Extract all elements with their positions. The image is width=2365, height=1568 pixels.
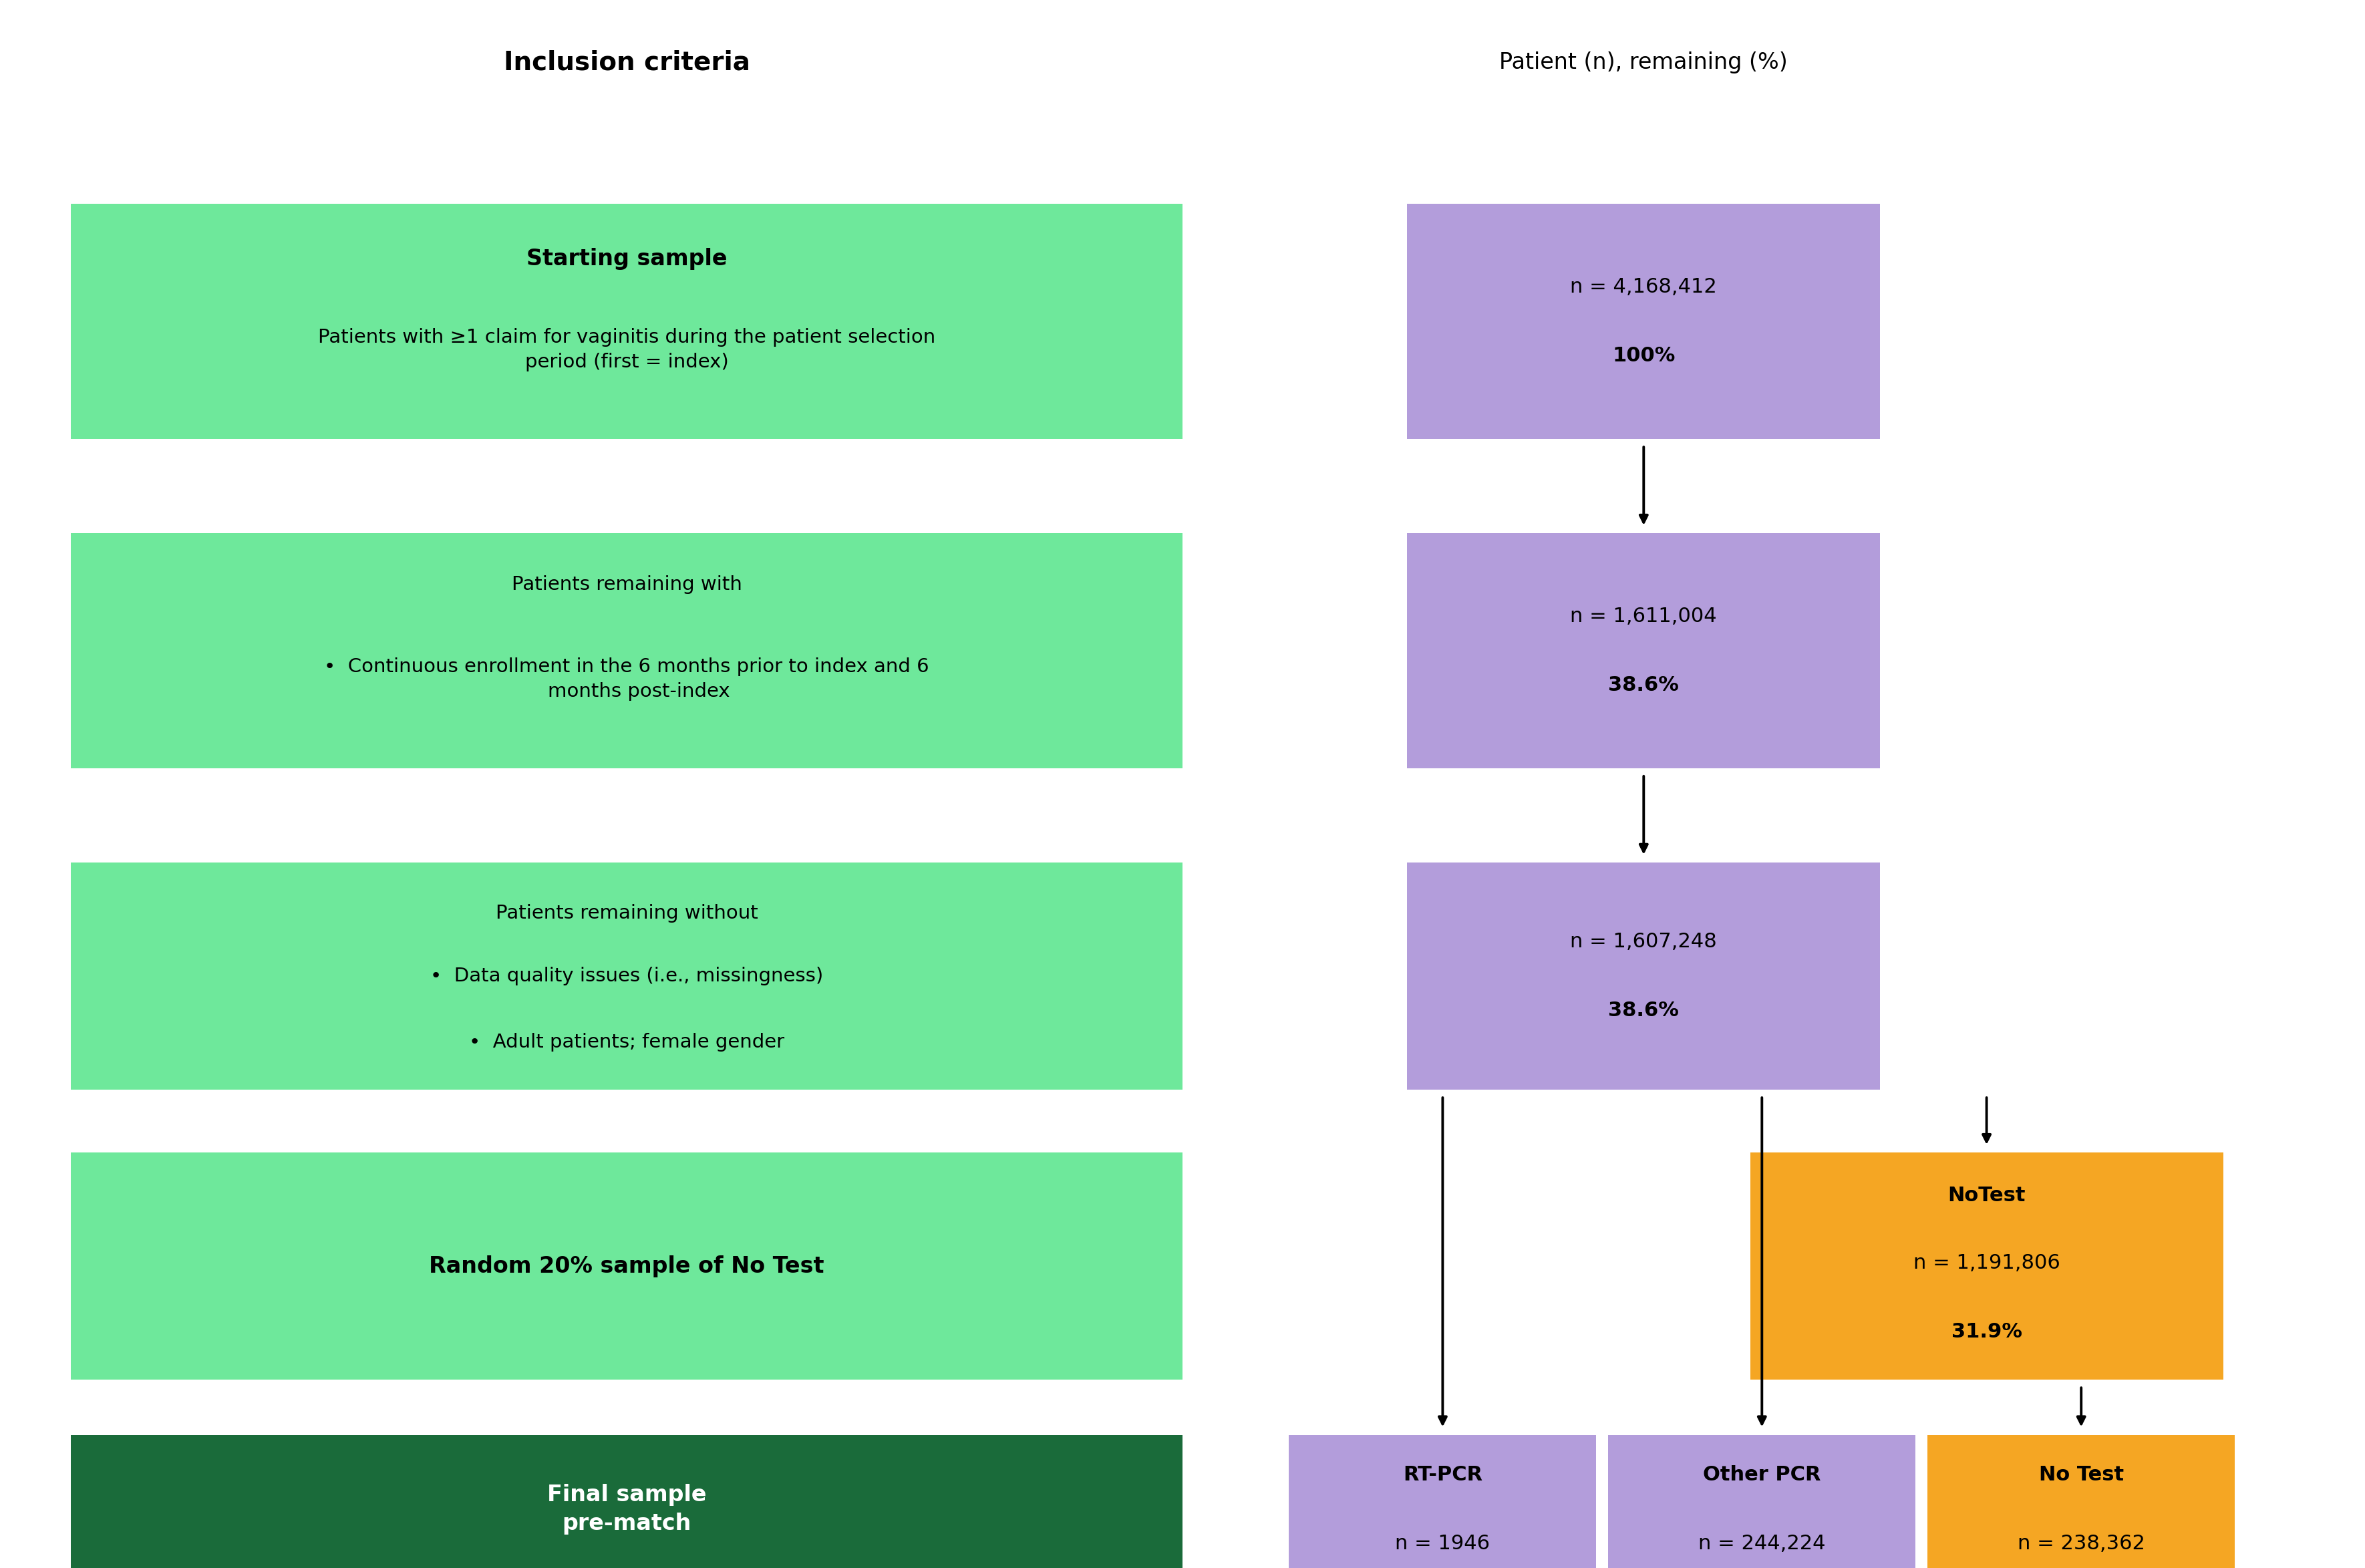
Bar [71, 533, 1182, 768]
Text: n = 238,362: n = 238,362 [2017, 1534, 2145, 1554]
Bar [71, 204, 1182, 439]
Text: n = 1,191,806: n = 1,191,806 [1913, 1253, 2060, 1273]
Text: Patients with ≥1 claim for vaginitis during the patient selection
period (first : Patients with ≥1 claim for vaginitis dur… [317, 328, 937, 372]
Text: 38.6%: 38.6% [1608, 1000, 1679, 1021]
Text: n = 1,611,004: n = 1,611,004 [1570, 607, 1717, 626]
Text: 38.6%: 38.6% [1608, 676, 1679, 695]
Bar [71, 1152, 1182, 1380]
Text: n = 1,607,248: n = 1,607,248 [1570, 931, 1717, 952]
Bar [1289, 1435, 1596, 1568]
Text: n = 244,224: n = 244,224 [1698, 1534, 1826, 1554]
Bar [1608, 1435, 1916, 1568]
Bar [1407, 862, 1880, 1090]
Bar [71, 862, 1182, 1090]
Bar [71, 1435, 1182, 1568]
Text: 31.9%: 31.9% [1951, 1322, 2022, 1342]
Text: Other PCR: Other PCR [1703, 1465, 1821, 1485]
Bar [1407, 204, 1880, 439]
Text: Final sample
pre-match: Final sample pre-match [546, 1483, 707, 1535]
Text: 100%: 100% [1613, 347, 1674, 365]
Text: Starting sample: Starting sample [527, 248, 726, 270]
Text: Patient (n), remaining (%): Patient (n), remaining (%) [1499, 52, 1788, 74]
Text: Patients remaining without: Patients remaining without [497, 905, 757, 922]
Bar [1407, 533, 1880, 768]
Text: Random 20% sample of No Test: Random 20% sample of No Test [428, 1254, 825, 1278]
Text: n = 1946: n = 1946 [1395, 1534, 1490, 1554]
Text: NoTest: NoTest [1949, 1185, 2024, 1206]
Text: n = 4,168,412: n = 4,168,412 [1570, 278, 1717, 296]
Text: Inclusion criteria: Inclusion criteria [504, 50, 750, 75]
Bar [1750, 1152, 2223, 1380]
Text: Patients remaining with: Patients remaining with [511, 575, 743, 594]
Text: •  Data quality issues (i.e., missingness): • Data quality issues (i.e., missingness… [430, 967, 823, 985]
Text: RT-PCR: RT-PCR [1402, 1465, 1483, 1485]
Text: •  Continuous enrollment in the 6 months prior to index and 6
    months post-in: • Continuous enrollment in the 6 months … [324, 657, 929, 701]
Text: •  Adult patients; female gender: • Adult patients; female gender [468, 1033, 785, 1051]
Bar [1927, 1435, 2235, 1568]
Text: No Test: No Test [2039, 1465, 2124, 1485]
